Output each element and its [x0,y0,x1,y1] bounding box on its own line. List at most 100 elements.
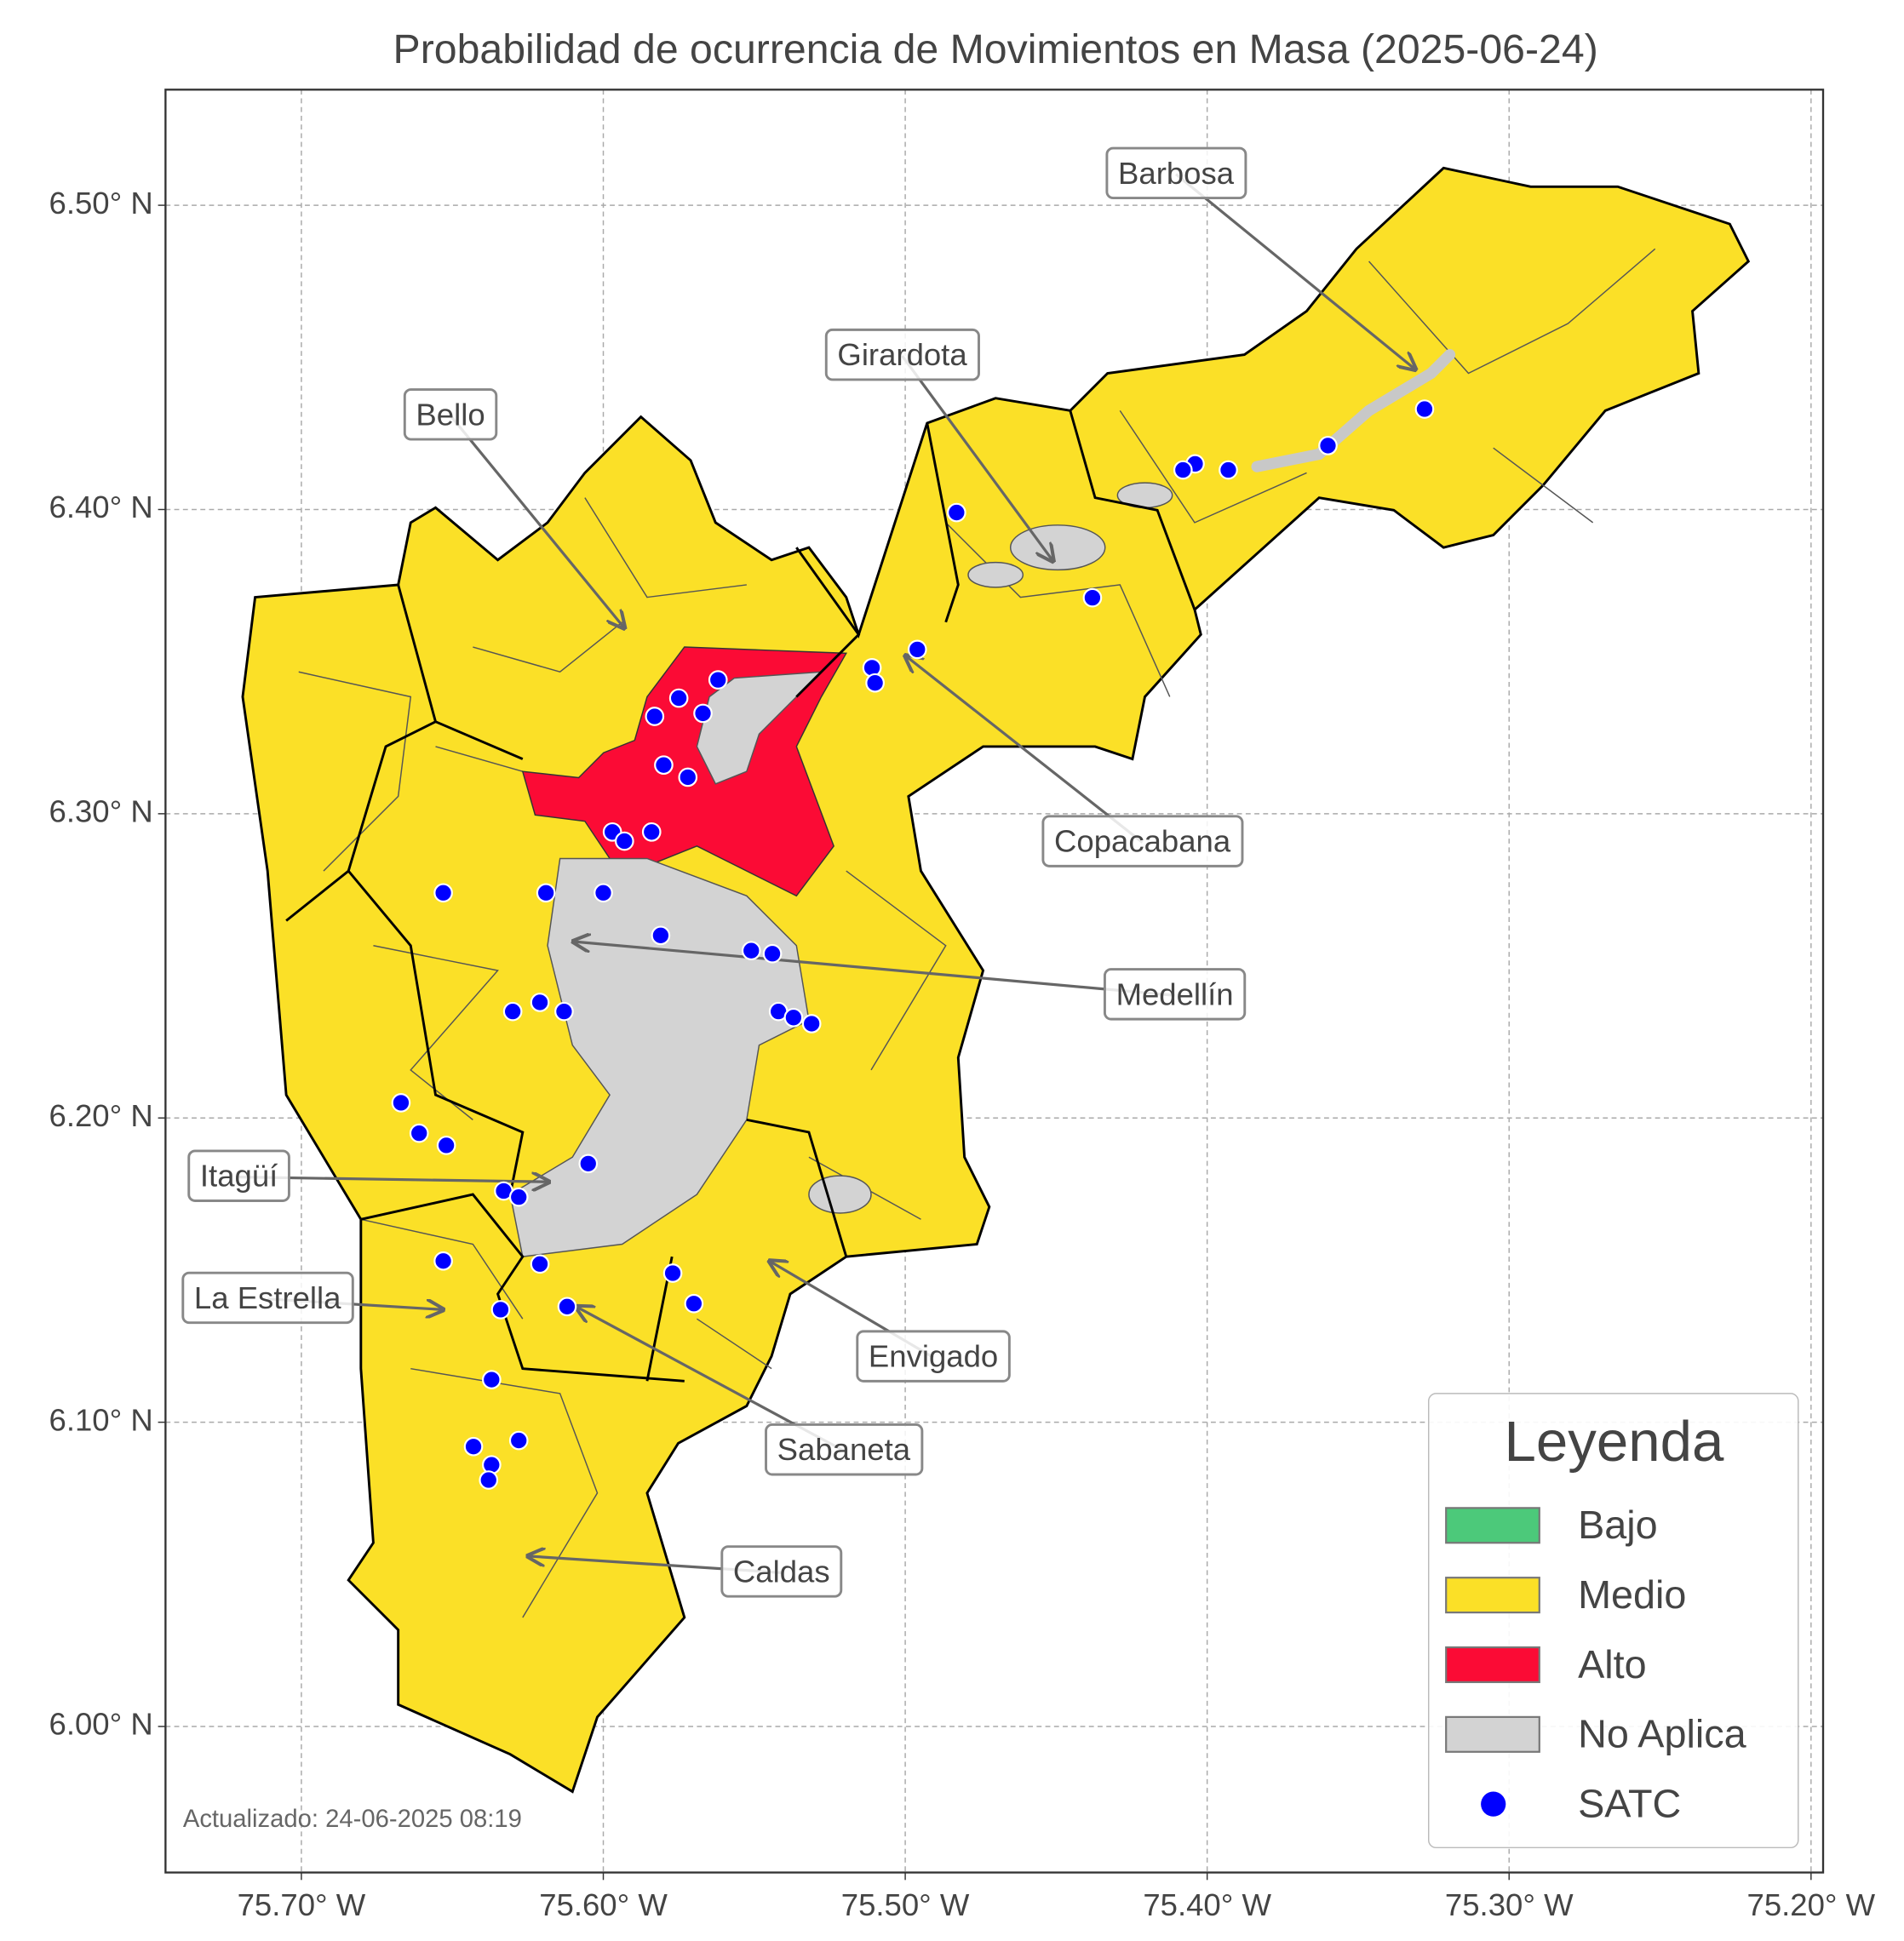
annotation-box [765,1423,924,1476]
annotation-label: Copacabana [1054,824,1231,859]
annotation-box [187,1149,290,1202]
satc-point [490,1300,511,1320]
legend: Leyenda Bajo Medio Alto No Aplica SATC [1427,1393,1799,1849]
annotation-arrow [1175,173,1415,369]
annotation-box [720,1545,843,1598]
annotation-label: Medellín [1116,976,1234,1011]
satc-point [433,1251,453,1271]
footnote: Actualizado: 24-06-2025 08:19 [183,1806,522,1833]
annotation-label: Itagüí [200,1159,278,1194]
plot-frame [164,89,1825,1874]
satc-point [783,1007,804,1028]
satc-point [578,1154,599,1174]
satc-point [693,703,713,724]
satc-point [641,822,662,842]
legend-label: Bajo [1578,1503,1658,1547]
x-tick-label: 75.30° W [1445,1887,1574,1922]
medio-area [241,166,1751,1794]
satc-point [708,670,728,690]
x-tick-label: 75.70° W [238,1887,366,1922]
annotation-arrow [573,942,1175,997]
satc-point [530,993,550,1012]
legend-label: Alto [1578,1642,1647,1686]
satc-point [463,1436,484,1457]
satc-point [645,707,665,726]
satc-point [1318,436,1338,455]
municipal-boundaries [285,409,1196,1383]
satc-points [391,399,1435,1490]
satc-point [557,1297,577,1317]
no-aplica-area [1251,349,1456,472]
annotation-label: Barbosa [1118,156,1235,191]
y-tick-label: 6.40° N [49,490,153,524]
satc-point [654,755,674,776]
satc-point [594,883,613,903]
legend-swatch [1445,1715,1540,1753]
satc-point [615,831,634,851]
satc-point [409,1123,429,1143]
annotation-arrow [238,1177,549,1182]
x-tick-label: 75.20° W [1747,1887,1876,1922]
satc-point [554,1001,574,1022]
satc-point [433,883,453,903]
legend-swatch [1445,1646,1540,1684]
annotation-arrow [901,355,1053,561]
annotation-arrow [905,656,1144,844]
satc-point [762,943,783,964]
satc-point [479,1470,499,1490]
satc-point [1173,460,1193,480]
y-tick-label: 6.30° N [49,794,153,829]
satc-point [651,925,671,946]
satc-point [907,639,927,660]
satc-point [391,1093,411,1113]
annotation-box [181,1271,354,1325]
legend-label: No Aplica [1578,1712,1746,1756]
annotation-label: Girardota [837,337,967,372]
chart-title: Probabilidad de ocurrencia de Movimiento… [393,26,1598,72]
annotation-label: Envigado [869,1339,998,1374]
annotation-box [1105,146,1247,200]
y-tick-label: 6.50° N [49,186,153,220]
annotations: Barbosa Girardota Bello Copacabana Medellín I… [181,146,1416,1598]
annotation-label: Caldas [733,1554,830,1589]
satc-point [741,941,761,961]
annotation-label: Sabaneta [777,1432,911,1467]
axis-ticks: 75.70° W 75.60° W 75.50° W 75.40° W 75.30° W… [49,186,1876,1922]
no-aplica-area [808,1175,872,1214]
satc-point [502,1001,523,1022]
satc-point [865,673,885,693]
satc-point [530,1254,550,1274]
annotation-arrow [449,415,624,628]
satc-point [1082,587,1103,608]
y-tick-label: 6.10° N [49,1402,153,1437]
satc-point [508,1430,529,1451]
satc-point [1414,399,1435,419]
annotation-label: La Estrella [194,1280,341,1315]
legend-swatch [1445,1507,1540,1544]
satc-point [801,1014,822,1033]
x-tick-label: 75.40° W [1143,1887,1271,1922]
satc-point [947,502,966,523]
annotation-box [1041,815,1244,867]
annotation-box [403,388,498,441]
legend-swatch [1445,1577,1540,1614]
satc-point [508,1187,529,1207]
legend-title: Leyenda [1505,1410,1725,1474]
satc-point [436,1136,456,1155]
legend-label: SATC [1578,1781,1681,1825]
annotation-label: Bello [416,397,485,432]
legend-marker [1481,1791,1506,1817]
satc-point [536,883,556,903]
satc-point [1219,460,1238,480]
x-tick-label: 75.50° W [841,1887,970,1922]
no-aplica-area [1009,524,1106,571]
no-aplica-area [967,561,1024,588]
satc-point [481,1370,502,1389]
satc-point [668,688,689,708]
satc-point [678,767,698,787]
satc-point [684,1293,704,1314]
annotation-box [856,1330,1011,1383]
annotation-box [824,328,980,381]
legend-label: Medio [1578,1572,1686,1617]
